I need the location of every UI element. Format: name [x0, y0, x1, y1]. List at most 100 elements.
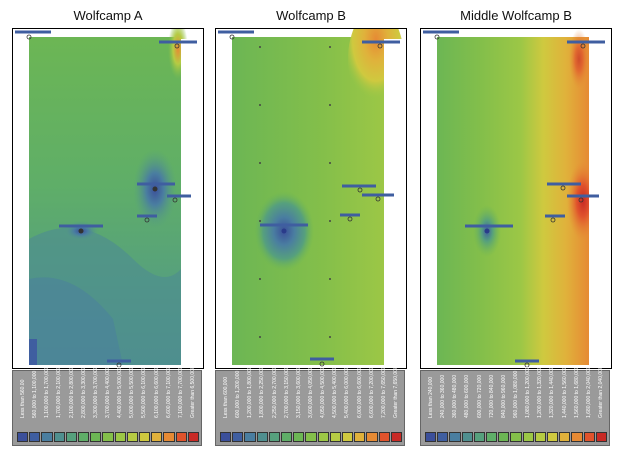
legend-swatch	[126, 432, 139, 442]
legend-label: Less than 560.00	[20, 379, 27, 418]
legend-label: 5,400,000 to 6,000,000	[344, 366, 351, 418]
legend-label: 1,680,000 to 2,040,000	[585, 366, 592, 418]
legend-label: 3,600,000 to 4,050,000	[308, 366, 315, 418]
legend-label: 3,300,000 to 3,700,000	[92, 366, 99, 418]
legend-swatch	[268, 432, 281, 442]
legend-swatch	[65, 432, 78, 442]
contour-map[interactable]	[12, 28, 204, 369]
legend-label: 600,000 to 1,200,000	[235, 370, 242, 418]
legend-label: Greater than 7,650,000	[393, 366, 400, 418]
legend-swatch	[437, 432, 449, 442]
legend-swatch	[534, 432, 547, 442]
map-panel-middle-wolfcamp-b: Middle Wolfcamp B	[420, 0, 612, 457]
legend-swatch	[78, 432, 90, 442]
legend-label: 240,000 to 360,000	[440, 374, 447, 418]
panel-title: Wolfcamp A	[73, 8, 143, 23]
legend-label: 840,000 to 960,000	[500, 374, 507, 418]
legend-swatch	[571, 432, 583, 442]
legend-label: 2,800,000 to 3,300,000	[80, 366, 87, 418]
legend-label: 1,080,000 to 1,200,000	[525, 366, 532, 418]
legend-label: 960,000 to 1,080,000	[513, 370, 520, 418]
legend-swatch	[232, 432, 244, 442]
legend-label: 6,100,000 to 6,600,000	[153, 366, 160, 418]
legend-swatch	[498, 432, 510, 442]
map-legend: Less than 560.00 560,000 to 1,100,000 1,…	[12, 366, 202, 446]
legend-swatch	[390, 432, 403, 442]
legend-swatch	[329, 432, 342, 442]
legend-label: 480,000 to 600,000	[464, 374, 471, 418]
legend-label: Greater than 6,500,000	[190, 366, 197, 418]
legend-swatch	[102, 432, 114, 442]
legend-swatch	[114, 432, 126, 442]
legend-label: 6,600,000 to 7,100,000	[165, 366, 172, 418]
contour-map[interactable]	[420, 28, 612, 369]
legend-swatch	[354, 432, 366, 442]
legend-label: 1,320,000 to 1,440,000	[549, 366, 556, 418]
legend-swatch	[175, 432, 187, 442]
legend-swatch	[473, 432, 486, 442]
legend-label: Less than 240,000	[428, 376, 435, 418]
legend-label: 5,500,000 to 6,100,000	[141, 366, 148, 418]
legend-swatch	[486, 432, 498, 442]
legend-swatch	[29, 432, 41, 442]
legend-swatch	[281, 432, 293, 442]
legend-swatch	[461, 432, 473, 442]
legend-swatch	[378, 432, 390, 442]
legend-label: 1,440,000 to 1,560,000	[561, 366, 568, 418]
legend-label: 1,800,000 to 2,250,000	[259, 366, 266, 418]
legend-swatch	[547, 432, 559, 442]
legend-swatch	[305, 432, 317, 442]
legend-swatch	[244, 432, 256, 442]
legend-swatch	[522, 432, 534, 442]
legend-label: 2,250,000 to 2,700,000	[271, 366, 278, 418]
legend-label: 1,100,000 to 1,700,000	[44, 366, 51, 418]
legend-label: 560,000 to 1,100,000	[32, 370, 39, 418]
legend-label: 1,200,000 to 1,320,000	[537, 366, 544, 418]
panel-title: Middle Wolfcamp B	[460, 8, 572, 23]
legend-swatch	[187, 432, 200, 442]
legend-swatch	[41, 432, 53, 442]
legend-swatch	[559, 432, 571, 442]
legend-label: 2,100,000 to 2,800,000	[68, 366, 75, 418]
legend-swatch	[425, 432, 437, 442]
legend-swatch	[163, 432, 175, 442]
legend-label: 7,100,000 to 7,700,000	[177, 366, 184, 418]
legend-swatch	[449, 432, 461, 442]
legend-swatch	[595, 432, 608, 442]
legend-swatch	[342, 432, 354, 442]
legend-swatch	[220, 432, 232, 442]
map-panel-wolfcamp-b: Wolfcamp B	[215, 0, 407, 457]
legend-label: 3,700,000 to 4,400,000	[105, 366, 112, 418]
legend-label: 4,500,000 to 5,400,000	[332, 366, 339, 418]
legend-label: 2,700,000 to 3,150,000	[283, 366, 290, 418]
legend-swatch	[53, 432, 65, 442]
legend-swatch	[317, 432, 329, 442]
legend-label: 1,560,000 to 1,680,000	[573, 366, 580, 418]
legend-label: Greater than 2,040,000	[598, 366, 605, 418]
legend-swatch	[510, 432, 522, 442]
contour-map[interactable]	[215, 28, 407, 369]
legend-label: 4,050,000 to 4,500,000	[320, 366, 327, 418]
map-panel-wolfcamp-a: Wolfcamp A	[12, 0, 204, 457]
legend-label: 1,700,000 to 2,100,000	[56, 366, 63, 418]
legend-label: 1,200,000 to 1,800,000	[247, 366, 254, 418]
legend-swatch	[17, 432, 29, 442]
contour-map-graphic	[216, 29, 406, 368]
map-legend: Less than 600,000 600,000 to 1,200,000 1…	[215, 366, 405, 446]
legend-swatch	[293, 432, 305, 442]
legend-swatch	[90, 432, 102, 442]
panel-title: Wolfcamp B	[276, 8, 346, 23]
legend-label: 5,000,000 to 5,500,000	[129, 366, 136, 418]
legend-label: 4,400,000 to 5,000,000	[117, 366, 124, 418]
legend-label: 6,000,000 to 6,600,000	[356, 366, 363, 418]
legend-label: 6,600,000 to 7,200,000	[368, 366, 375, 418]
legend-swatch	[256, 432, 268, 442]
map-legend: Less than 240,000 240,000 to 360,000 360…	[420, 366, 610, 446]
legend-label: 600,000 to 720,000	[476, 374, 483, 418]
legend-label: 360,000 to 480,000	[452, 374, 459, 418]
legend-label: 720,000 to 840,000	[488, 374, 495, 418]
legend-swatch	[151, 432, 163, 442]
legend-swatch	[139, 432, 151, 442]
legend-label: 7,200,000 to 7,650,000	[380, 366, 387, 418]
legend-label: 3,150,000 to 3,600,000	[295, 366, 302, 418]
